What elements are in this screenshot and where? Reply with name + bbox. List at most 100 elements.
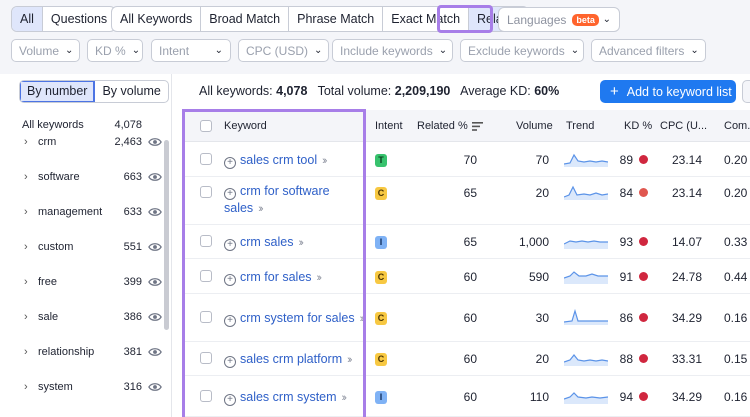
add-keyword-icon[interactable]: +	[224, 356, 236, 368]
by-number-button[interactable]: By number	[20, 81, 96, 102]
row-checkbox[interactable]	[200, 390, 212, 402]
table-row[interactable]: + crm for software sales ›› C 65 20 84 23.14 0.20	[183, 177, 750, 225]
tab-broad-match[interactable]: Broad Match	[200, 7, 288, 31]
languages-dropdown[interactable]: Languages beta ⌄	[498, 7, 620, 32]
chevron-right-icon[interactable]: ›	[24, 135, 28, 148]
keyword-text: sales crm platform	[240, 352, 343, 366]
kd-filter-label: KD %	[95, 43, 126, 58]
tab-all[interactable]: All	[12, 7, 42, 31]
row-checkbox[interactable]	[200, 270, 212, 282]
chevron-right-icon[interactable]: ›	[24, 170, 28, 183]
intent-filter[interactable]: Intent ⌄	[151, 39, 231, 62]
kd-filter[interactable]: KD % ⌄	[87, 39, 143, 62]
total-volume-label: Total volume:	[317, 84, 392, 98]
volume-filter[interactable]: Volume ⌄	[11, 39, 80, 62]
add-to-keyword-list-button[interactable]: + Add to keyword list	[600, 80, 736, 103]
all-keywords-group[interactable]: All keywords 4,078	[0, 107, 168, 142]
table-row[interactable]: + crm sales ›› I 65 1,000 93 14.07 0.33	[183, 225, 750, 259]
table-row[interactable]: + sales crm platform ›› C 60 20 88 33.31 0.15	[183, 342, 750, 376]
table-row[interactable]: + crm for sales ›› C 60 590 91 24.78 0.44	[183, 259, 750, 294]
eye-icon[interactable]	[148, 275, 162, 289]
row-checkbox[interactable]	[200, 153, 212, 165]
sidebar-scrollbar[interactable]	[164, 140, 169, 330]
chevron-double-right-icon[interactable]: ››	[298, 237, 304, 249]
chevron-down-icon: ⌄	[65, 45, 74, 56]
match-tabs: All Keywords Broad Match Phrase Match Ex…	[111, 6, 530, 32]
add-keyword-icon[interactable]: +	[224, 239, 236, 251]
keyword-link[interactable]: + crm system for sales ››	[224, 310, 366, 327]
sidebar-group-3[interactable]: › custom 551	[0, 229, 168, 264]
column-kd[interactable]: KD %	[624, 120, 653, 132]
keyword-link[interactable]: + crm for software sales ››	[224, 183, 330, 217]
chevron-right-icon[interactable]: ›	[24, 275, 28, 288]
sidebar-group-2[interactable]: › management 633	[0, 194, 168, 229]
chevron-double-right-icon[interactable]: ››	[322, 155, 328, 167]
row-checkbox[interactable]	[200, 352, 212, 364]
row-checkbox[interactable]	[200, 311, 212, 323]
row-checkbox[interactable]	[200, 235, 212, 247]
eye-icon[interactable]	[148, 170, 162, 184]
cpc-filter[interactable]: CPC (USD) ⌄	[238, 39, 329, 62]
add-keyword-icon[interactable]: +	[224, 157, 236, 169]
eye-icon[interactable]	[148, 380, 162, 394]
chevron-right-icon[interactable]: ›	[24, 345, 28, 358]
column-cpc[interactable]: CPC (U...	[660, 120, 708, 132]
column-com[interactable]: Com.	[724, 120, 750, 132]
keyword-link[interactable]: + sales crm system ››	[224, 389, 348, 406]
keyword-link[interactable]: + crm for sales ››	[224, 269, 323, 286]
sidebar-group-5[interactable]: › sale 386	[0, 299, 168, 334]
by-volume-button[interactable]: By volume	[102, 84, 161, 98]
keyword-link[interactable]: + sales crm platform ››	[224, 351, 353, 368]
tab-all-keywords[interactable]: All Keywords	[120, 12, 193, 26]
column-volume[interactable]: Volume	[516, 120, 553, 132]
sidebar-group-7[interactable]: › system 316	[0, 369, 168, 404]
tab-phrase-match[interactable]: Phrase Match	[288, 7, 382, 31]
chevron-double-right-icon[interactable]: ››	[347, 354, 353, 366]
chevron-double-right-icon[interactable]: ››	[258, 203, 264, 215]
add-keyword-icon[interactable]: +	[224, 274, 236, 286]
chevron-right-icon[interactable]: ›	[24, 240, 28, 253]
add-keyword-icon[interactable]: +	[224, 188, 236, 200]
table-row[interactable]: + crm system for sales ›› C 60 30 86 34.29 0.16	[183, 294, 750, 342]
chevron-right-icon[interactable]: ›	[24, 205, 28, 218]
group-count: 386	[123, 310, 142, 323]
volume-value: 70	[535, 153, 549, 167]
group-label: system	[38, 380, 73, 393]
advanced-filters[interactable]: Advanced filters ⌄	[591, 39, 706, 62]
sidebar-group-6[interactable]: › relationship 381	[0, 334, 168, 369]
chevron-double-right-icon[interactable]: ››	[341, 392, 348, 404]
select-all-checkbox[interactable]	[200, 120, 212, 132]
column-keyword[interactable]: Keyword	[224, 120, 267, 132]
chevron-right-icon[interactable]: ›	[24, 310, 28, 323]
eye-icon[interactable]	[148, 310, 162, 324]
sidebar-group-0[interactable]: › crm 2,463	[0, 124, 168, 159]
more-options-button[interactable]	[742, 80, 750, 103]
sidebar-group-4[interactable]: › free 399	[0, 264, 168, 299]
chevron-down-icon: ⌄	[602, 14, 611, 25]
table-row[interactable]: + sales crm tool ›› T 70 70 89 23.14 0.20	[183, 142, 750, 177]
column-trend[interactable]: Trend	[566, 120, 595, 132]
include-keywords-filter[interactable]: Include keywords ⌄	[332, 39, 453, 62]
tab-questions[interactable]: Questions	[41, 7, 115, 31]
eye-icon[interactable]	[148, 135, 162, 149]
keyword-text: sales	[224, 201, 254, 215]
tab-exact-match[interactable]: Exact Match	[382, 7, 468, 31]
sidebar-group-1[interactable]: › software 663	[0, 159, 168, 194]
group-count: 663	[123, 170, 142, 183]
column-related[interactable]: Related %	[417, 120, 483, 132]
table-row[interactable]: + sales crm system ›› I 60 110 94 34.29 0.16	[183, 376, 750, 417]
keyword-link[interactable]: + sales crm tool ››	[224, 152, 328, 169]
add-keyword-icon[interactable]: +	[224, 394, 236, 406]
eye-icon[interactable]	[148, 240, 162, 254]
eye-icon[interactable]	[148, 345, 162, 359]
eye-icon[interactable]	[148, 205, 162, 219]
add-keyword-icon[interactable]: +	[224, 315, 236, 327]
exclude-keywords-filter[interactable]: Exclude keywords ⌄	[460, 39, 584, 62]
row-checkbox[interactable]	[200, 186, 212, 198]
chevron-double-right-icon[interactable]: ››	[359, 313, 366, 325]
column-intent[interactable]: Intent	[375, 120, 403, 132]
chevron-right-icon[interactable]: ›	[24, 380, 28, 393]
keyword-link[interactable]: + crm sales ››	[224, 234, 304, 251]
competition-value: 0.20	[724, 186, 748, 200]
chevron-double-right-icon[interactable]: ››	[316, 272, 323, 284]
